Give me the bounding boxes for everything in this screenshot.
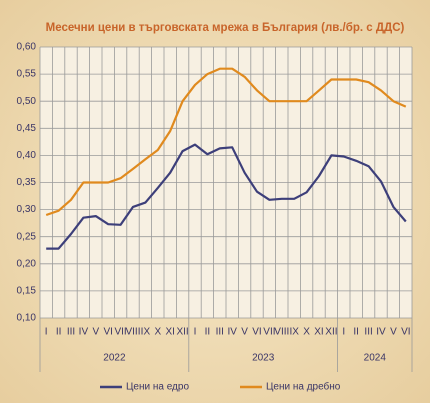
x-tick-label: IV: [376, 327, 386, 338]
x-tick-label: I: [194, 327, 197, 338]
x-tick-label: VI: [252, 327, 261, 338]
x-tick-label: IV: [227, 327, 237, 338]
line-series: [46, 143, 407, 250]
x-tick-label: IX: [289, 327, 299, 338]
x-tick-label: I: [342, 327, 345, 338]
x-group-label: 2024: [364, 353, 387, 364]
x-tick-label: V: [390, 327, 397, 338]
chart-title: Месечни цени в търговската мрежа в Бълга…: [46, 22, 405, 34]
x-tick-label: IV: [79, 327, 89, 338]
x-tick-label: VI: [103, 327, 112, 338]
x-tick-label: II: [56, 327, 62, 338]
x-tick-label: III: [216, 327, 224, 338]
y-tick-label: 0,20: [17, 258, 37, 269]
x-tick-label: I: [45, 327, 48, 338]
y-tick-label: 0,50: [17, 96, 37, 107]
y-tick-label: 0,45: [17, 123, 37, 134]
y-tick-label: 0,40: [17, 150, 37, 161]
y-tick-label: 0,55: [17, 69, 37, 80]
x-group-label: 2022: [103, 353, 126, 364]
line-series: [45, 67, 407, 217]
x-tick-label: VIII: [274, 327, 289, 338]
x-tick-label: II: [353, 327, 359, 338]
x-tick-label: V: [241, 327, 248, 338]
x-tick-label: VII: [114, 327, 126, 338]
legend-label: Цени на едро: [126, 382, 189, 393]
x-tick-label: V: [92, 327, 99, 338]
y-tick-label: 0,25: [17, 231, 37, 242]
y-tick-label: 0,15: [17, 286, 37, 297]
x-tick-label: X: [303, 327, 310, 338]
x-tick-label: VII: [263, 327, 275, 338]
x-tick-label: XII: [176, 327, 188, 338]
x-tick-label: II: [205, 327, 211, 338]
x-group-label: 2023: [252, 353, 275, 364]
y-tick-label: 0,30: [17, 204, 37, 215]
x-tick-label: VI: [401, 327, 410, 338]
x-tick-label: III: [67, 327, 75, 338]
y-tick-label: 0,60: [17, 42, 37, 53]
x-tick-label: VIII: [125, 327, 140, 338]
x-tick-label: X: [154, 327, 161, 338]
x-tick-label: XI: [165, 327, 174, 338]
x-tick-label: XI: [314, 327, 323, 338]
y-tick-label: 0,10: [17, 313, 37, 324]
legend-label: Цени на дребно: [266, 381, 341, 393]
x-tick-label: XII: [325, 327, 337, 338]
x-tick-label: III: [364, 327, 372, 338]
y-tick-label: 0,35: [17, 177, 37, 188]
x-tick-label: IX: [141, 327, 151, 338]
